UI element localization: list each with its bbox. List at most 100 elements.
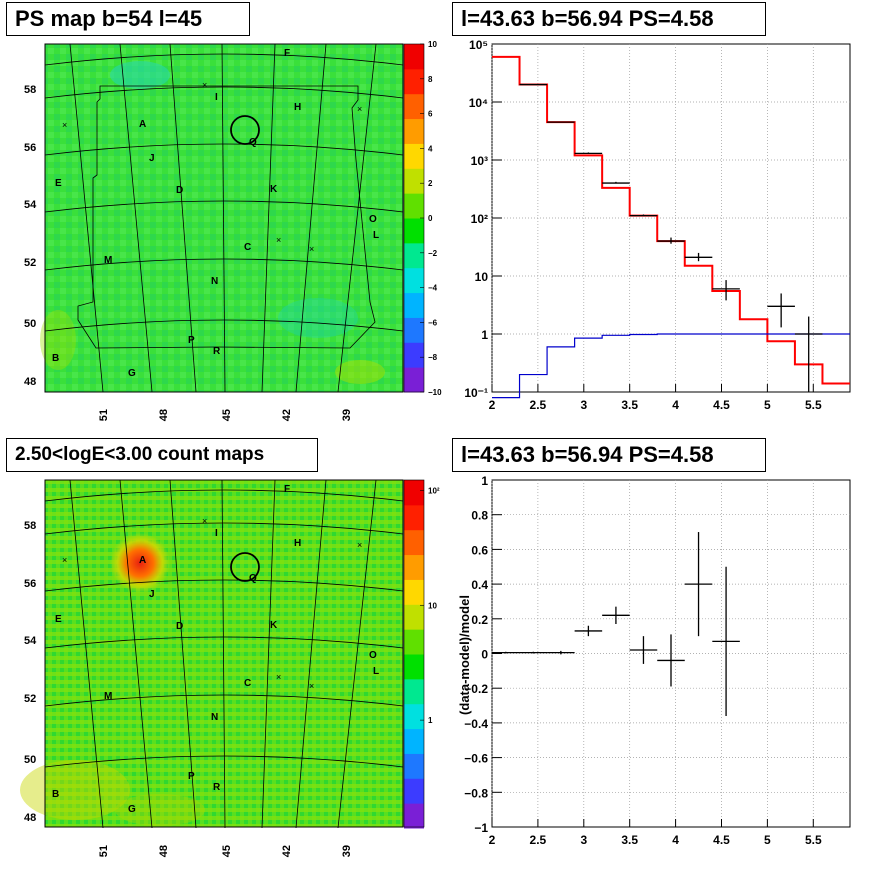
- colorbar-tick-label: 8: [428, 75, 433, 84]
- map-top-area: [45, 44, 403, 392]
- map-label-D: D: [176, 621, 183, 632]
- spectrum-y-tick-label: 10⁻¹: [464, 386, 488, 400]
- spectrum-x-tick-label: 2: [489, 398, 496, 412]
- map-label-N: N: [211, 712, 218, 723]
- residual-point: [602, 606, 630, 625]
- residual-x-tick-label: 3.5: [621, 833, 638, 847]
- map-y-tick-label: 56: [24, 142, 36, 154]
- residual-y-tick-label: −0.8: [464, 786, 488, 800]
- map-label-M: M: [104, 255, 112, 266]
- colorbar-tick-label: −2: [428, 249, 438, 258]
- map-label-J: J: [149, 589, 155, 600]
- svg-text:×: ×: [309, 244, 314, 254]
- map-y-tick-label: 52: [24, 693, 36, 705]
- spectrum-y-tick-label: 10⁴: [469, 96, 488, 110]
- svg-text:×: ×: [357, 104, 362, 114]
- residual-y-tick-label: −1: [474, 821, 488, 835]
- residual-point: [629, 636, 658, 664]
- map-label-R: R: [213, 346, 221, 357]
- residual-x-tick-label: 2.5: [530, 833, 547, 847]
- map-bottom-title: 2.50<logE<3.00 count maps: [6, 438, 318, 472]
- map-x-tick-label: 51: [98, 409, 110, 421]
- residual-point: [492, 651, 520, 654]
- source-circle-bottom: [230, 552, 260, 582]
- spectrum-top-title: l=43.63 b=56.94 PS=4.58: [452, 2, 766, 36]
- colorbar-tick-label: 10: [428, 601, 437, 610]
- map-label-A: A: [139, 119, 146, 130]
- map-label-L: L: [373, 666, 379, 677]
- colorbar-bottom: 10² 10 1: [403, 479, 440, 829]
- colorbar-tick-label: 10: [428, 40, 437, 49]
- residual-plot: 2 2.5 3 3.5 4 4.5 5 5.5 1 0.8 0.6 0.4 0.2 0 −0.2 −0.4 −0…: [457, 474, 851, 847]
- map-label-Q: Q: [249, 137, 257, 148]
- map-y-tick-label: 48: [24, 376, 36, 388]
- spectrum-x-tick-label: 4.5: [713, 398, 730, 412]
- map-label-K: K: [270, 620, 278, 631]
- map-x-tick-label: 45: [221, 845, 233, 857]
- residual-point: [547, 650, 575, 655]
- residual-ylabel: (data-model)/model: [457, 595, 472, 715]
- colorbar-tick-label: −8: [428, 353, 438, 362]
- colorbar-tick-label: 1: [428, 716, 433, 725]
- map-y-tick-label: 48: [24, 812, 36, 824]
- colorbar-tick-label: −4: [428, 284, 438, 293]
- colorbar-tick-label: 6: [428, 110, 433, 119]
- residual-y-tick-label: 0: [481, 648, 488, 662]
- map-y-tick-label: 54: [24, 199, 37, 211]
- residual-point: [519, 651, 548, 654]
- data-point: [629, 214, 658, 217]
- map-label-L: L: [373, 230, 379, 241]
- svg-text:×: ×: [62, 120, 67, 130]
- spectrum-x-tick-label: 5.5: [805, 398, 822, 412]
- svg-text:×: ×: [276, 235, 281, 245]
- residual-y-tick-label: −0.6: [464, 752, 488, 766]
- spectrum-plot: 2 2.5 3 3.5 4 4.5 5 5.5 10⁵ 10⁴ 10³ 10² 10 1 10⁻¹: [464, 38, 851, 412]
- map-label-O: O: [369, 214, 377, 225]
- map-label-A: A: [139, 555, 146, 566]
- residual-point: [574, 625, 603, 637]
- map-label-F: F: [284, 48, 290, 59]
- map-x-tick-label: 48: [158, 845, 170, 857]
- residual-x-tick-label: 4.5: [713, 833, 730, 847]
- map-label-C: C: [244, 242, 251, 253]
- spectrum-x-tick-label: 3: [580, 398, 587, 412]
- svg-text:×: ×: [202, 80, 207, 90]
- map-y-tick-label: 58: [24, 84, 36, 96]
- colorbar-tick-label: −6: [428, 318, 438, 327]
- spectrum-x-tick-label: 4: [672, 398, 679, 412]
- map-label-E: E: [55, 614, 62, 625]
- map-label-H: H: [294, 102, 301, 113]
- map-x-tick-label: 39: [341, 409, 353, 421]
- background-step-line: [492, 333, 850, 399]
- spectrum-y-tick-label: 10³: [471, 154, 488, 168]
- residual-point: [684, 532, 713, 637]
- colorbar-tick-label: 2: [428, 179, 433, 188]
- map-label-N: N: [211, 276, 218, 287]
- residual-x-tick-label: 5: [764, 833, 771, 847]
- svg-text:×: ×: [309, 681, 314, 691]
- map-label-G: G: [128, 368, 136, 379]
- colorbar-tick-label: 0: [428, 214, 433, 223]
- map-x-tick-label: 42: [281, 845, 293, 857]
- map-x-tick-label: 45: [221, 409, 233, 421]
- map-label-J: J: [149, 153, 155, 164]
- map-label-M: M: [104, 691, 112, 702]
- svg-text:×: ×: [276, 672, 281, 682]
- data-point: [767, 293, 795, 328]
- map-label-B: B: [52, 789, 59, 800]
- map-x-tick-label: 42: [281, 409, 293, 421]
- map-label-O: O: [369, 650, 377, 661]
- residual-x-tick-label: 3: [580, 833, 587, 847]
- map-top-title: PS map b=54 l=45: [6, 2, 250, 36]
- hot-source-A: [110, 533, 170, 593]
- map-label-B: B: [52, 353, 59, 364]
- spectrum-y-tick-label: 10²: [471, 212, 488, 226]
- map-label-R: R: [213, 782, 221, 793]
- spectrum-y-tick-label: 10⁵: [469, 38, 488, 52]
- map-label-D: D: [176, 185, 183, 196]
- map-label-F: F: [284, 484, 290, 495]
- map-y-tick-label: 52: [24, 257, 36, 269]
- data-point: [794, 316, 823, 392]
- map-label-K: K: [270, 184, 278, 195]
- residual-x-tick-label: 2: [489, 833, 496, 847]
